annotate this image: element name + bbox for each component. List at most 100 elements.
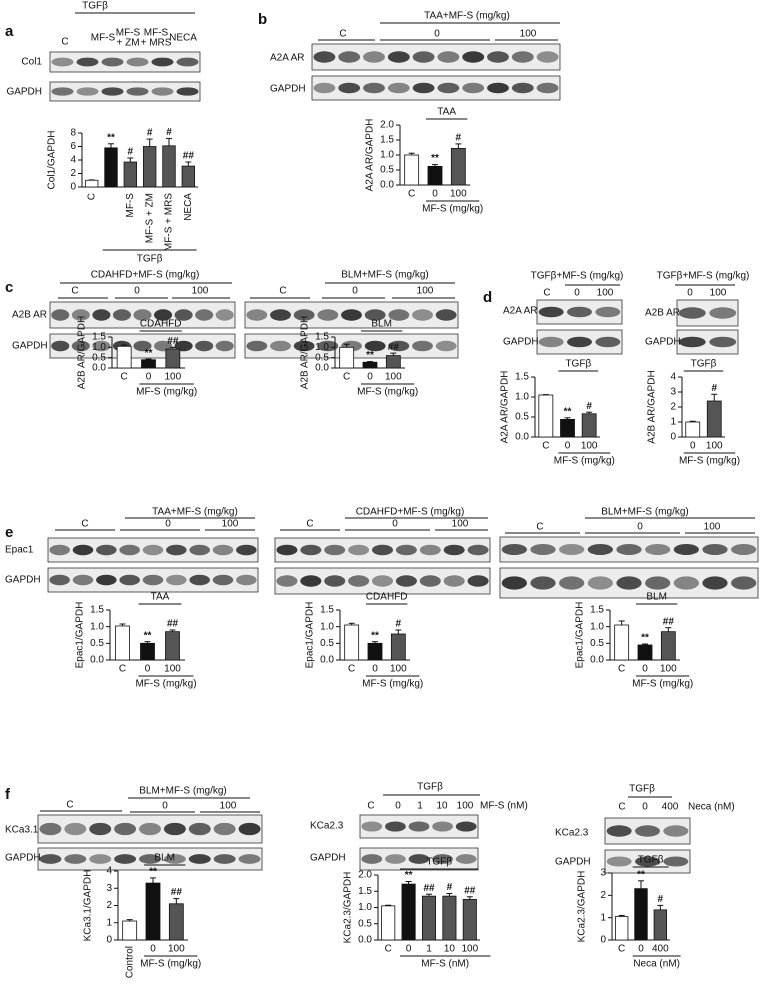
blot-band (412, 82, 435, 94)
blot-band (64, 822, 87, 836)
y-tick-label: 0 (670, 432, 676, 443)
row-label: A2A AR (270, 53, 304, 64)
x-tick-label: 100 (660, 664, 677, 675)
blot-band (238, 854, 261, 864)
row-label: GAPDH (5, 575, 41, 586)
blot-band (511, 82, 534, 94)
blot-band (348, 575, 370, 587)
blot-band (538, 306, 564, 318)
blot-label: C (66, 800, 73, 811)
blot-band (702, 576, 728, 590)
blot-band (595, 306, 621, 318)
blot-band (673, 544, 699, 555)
x-tick-label: 100 (461, 944, 478, 955)
blot-band (635, 825, 660, 837)
panel-letter: c (5, 279, 13, 296)
blot-label: TAA+MF-S (mg/kg) (424, 11, 510, 22)
blot-band (163, 854, 186, 864)
blot-band (663, 825, 689, 837)
bar (390, 633, 406, 661)
blot-band (408, 854, 430, 864)
significance: ## (167, 336, 179, 347)
blot-label: 100 (520, 29, 537, 40)
blot-band (126, 57, 149, 67)
blot-band (112, 309, 131, 321)
blot-band (71, 340, 90, 352)
blot-band (387, 82, 410, 94)
y-tick-label: 0.5 (315, 352, 329, 363)
bar (362, 361, 378, 369)
blot-band (432, 821, 453, 832)
blot-band (246, 340, 268, 352)
panel-letter: e (5, 524, 13, 541)
y-tick-label: 1.5 (315, 332, 329, 343)
blot-label: 100 (220, 801, 237, 812)
panel-letter: b (258, 11, 267, 28)
bar (141, 359, 156, 369)
y-tick-label: 0.5 (358, 918, 372, 929)
x-tick-label: 0 (690, 441, 696, 452)
significance: ## (183, 151, 195, 162)
group-label: TAA (437, 107, 456, 118)
blot-band (487, 51, 509, 63)
blot-label: 0 (134, 286, 140, 297)
blot-band (39, 822, 62, 836)
bar (145, 882, 161, 941)
x-tick-label: C (86, 193, 97, 200)
blot-band (39, 854, 62, 864)
bar (381, 905, 396, 941)
blot-band (76, 87, 99, 96)
x-tick-label: 100 (706, 441, 723, 452)
blot-band (530, 576, 556, 590)
blot-band (348, 544, 370, 556)
y-tick-label: 0.5 (515, 412, 529, 423)
blot-band (49, 544, 70, 556)
x-tick-label: 400 (652, 944, 669, 955)
bar (427, 165, 443, 186)
bar (367, 642, 383, 661)
significance: ## (464, 885, 476, 896)
y-tick-label: 0.5 (590, 638, 604, 649)
blot-band (462, 82, 485, 94)
blot-band (96, 574, 117, 586)
blot-band (139, 854, 161, 864)
blot-band (501, 576, 527, 590)
blot-band (176, 87, 199, 96)
y-tick-label: 1.5 (90, 605, 104, 616)
blot-label: 100 (597, 288, 614, 299)
blot-label: MF-S (91, 33, 116, 44)
row-label: A2B AR (12, 310, 47, 321)
blot-label: C (339, 29, 346, 40)
x-tick-label: C (348, 664, 355, 675)
blot-band (361, 821, 383, 832)
bar (84, 179, 99, 188)
blot-band (133, 340, 152, 352)
blot-label: CDAHFD+MF-S (mg/kg) (356, 507, 465, 518)
x-tick-label: 100 (168, 944, 185, 955)
blot-band (567, 336, 592, 348)
y-tick-label: 3 (106, 883, 112, 894)
significance: ** (431, 153, 439, 164)
y-tick-label: 2.0 (358, 870, 372, 881)
blot-band (530, 544, 556, 555)
blot-band (559, 576, 585, 590)
y-tick-label: 1.5 (590, 605, 604, 616)
blot-band (678, 336, 706, 348)
significance: # (456, 133, 462, 144)
x-tick-label: 100 (164, 372, 181, 383)
bar (385, 355, 401, 369)
blot-label: C (81, 519, 88, 530)
bar (614, 916, 629, 941)
blot-band (467, 575, 489, 587)
y-axis-label: Epac1/GAPDH (75, 602, 86, 669)
x-tick-label: 100 (164, 664, 181, 675)
blot-band (270, 340, 291, 352)
blot-band (363, 82, 385, 94)
blot-band (101, 57, 124, 67)
blot-band (363, 51, 385, 63)
blot-label: 100 (710, 288, 727, 299)
blot-label: BLM+MF-S (mg/kg) (139, 786, 227, 797)
y-tick-label: 0 (70, 182, 76, 193)
blot-band (154, 309, 173, 321)
bar (685, 421, 701, 438)
